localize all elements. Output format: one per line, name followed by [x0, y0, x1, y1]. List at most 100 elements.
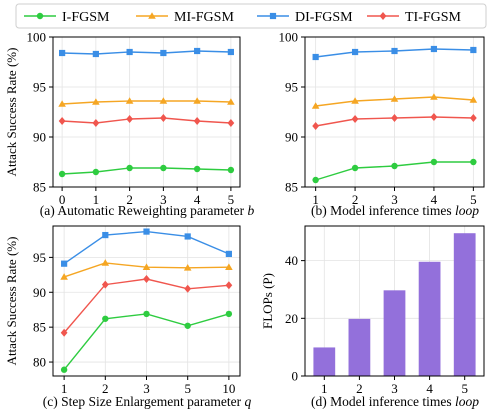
y-axis-label: Attack Success Rate (%) [4, 237, 19, 366]
data-point [193, 97, 201, 104]
y-tick-label: 40 [285, 253, 298, 268]
data-point [391, 47, 398, 55]
data-point [102, 231, 109, 239]
data-point [470, 158, 477, 166]
data-point [61, 260, 68, 267]
data-point [469, 96, 478, 103]
x-tick-label: 4 [194, 192, 201, 207]
legend-entry: DI-FGSM [257, 10, 353, 25]
data-point [391, 114, 398, 122]
legend-label: MI-FGSM [174, 10, 234, 25]
data-point [126, 164, 133, 172]
data-point [58, 100, 66, 107]
series-line [62, 117, 231, 124]
x-tick-label: 3 [160, 192, 167, 207]
caption-variable: loop [455, 203, 479, 218]
y-axis-label: FLOPs (P) [260, 273, 275, 329]
data-point [160, 49, 167, 57]
data-point [159, 114, 167, 122]
series-ti-fgsm [312, 113, 477, 130]
bar [348, 318, 371, 376]
legend-box [15, 3, 487, 29]
data-point [102, 315, 109, 322]
series-line [62, 50, 231, 55]
data-point [184, 284, 192, 293]
series-line [62, 167, 231, 175]
data-point [183, 264, 192, 271]
data-point [225, 263, 233, 270]
legend: I-FGSM MI-FGSM DI-FGSM TI-FGSM [15, 3, 487, 29]
x-tick-label: 1 [93, 192, 100, 207]
data-point [351, 97, 359, 104]
data-point [470, 46, 477, 54]
bar [418, 261, 441, 376]
y-tick-label: 95 [33, 250, 46, 265]
series-ti-fgsm [58, 114, 235, 127]
x-tick-label: 1 [61, 381, 68, 396]
data-point [312, 176, 319, 184]
data-point [227, 119, 235, 127]
legend-label: TI-FGSM [405, 10, 462, 25]
series-mi-fgsm [60, 259, 233, 280]
x-tick-label: 2 [352, 192, 359, 207]
data-point [159, 97, 168, 104]
y-tick-label: 0 [292, 369, 299, 384]
y-tick-label: 95 [33, 80, 46, 95]
data-point [92, 98, 100, 105]
legend-entry: MI-FGSM [136, 10, 234, 25]
data-point [126, 115, 134, 123]
data-point [60, 328, 68, 337]
legend-marker-triangle [148, 12, 156, 19]
series-mi-fgsm [311, 93, 478, 109]
data-point [351, 48, 359, 56]
series-ti-fgsm [60, 275, 233, 337]
x-tick-label: 1 [312, 192, 319, 207]
bar [313, 347, 336, 376]
chart-panel: 0 1 2 3 4 5 85 90 95 100 Attack Success Rate (%) (a… [4, 30, 254, 219]
data-point [227, 48, 234, 56]
axes-frame [52, 36, 241, 188]
series-line [62, 100, 231, 105]
x-tick-label: 2 [356, 381, 363, 396]
data-point [193, 117, 201, 125]
x-tick-label: 2 [102, 381, 109, 396]
y-axis-label: Attack Success Rate (%) [4, 48, 19, 177]
bar [453, 233, 476, 376]
y-tick-label: 90 [33, 130, 46, 145]
data-point [60, 366, 68, 373]
caption-text: (b) Model inference times [311, 203, 455, 218]
data-point [227, 166, 235, 174]
chart-panel: 1 2 3 4 5 85 90 95 100 (b) Model inference times … [279, 30, 485, 218]
data-point [351, 164, 359, 172]
series-di-fgsm [59, 47, 234, 58]
y-tick-label: 20 [285, 311, 298, 326]
data-point [351, 115, 359, 123]
series-di-fgsm [312, 45, 477, 61]
legend-label: DI-FGSM [295, 10, 353, 25]
y-tick-label: 100 [279, 30, 299, 45]
x-tick-label: 1 [321, 381, 328, 396]
data-point [143, 228, 150, 235]
panel-caption: (a) Automatic Reweighting parameter b [40, 203, 255, 218]
data-point [194, 47, 201, 55]
data-point [311, 102, 320, 109]
data-point [225, 250, 232, 258]
data-point [312, 122, 320, 130]
data-point [101, 259, 110, 266]
x-tick-label: 3 [391, 381, 398, 396]
x-tick-label: 5 [228, 192, 235, 207]
data-point [125, 97, 134, 104]
legend-marker-circle [36, 12, 44, 20]
chart-panel: 1 2 3 5 10 80 85 90 95 Attack Success Rate (%) (c)… [4, 225, 252, 409]
x-tick-label: 4 [426, 381, 433, 396]
data-point [184, 322, 191, 329]
panel-caption: (b) Model inference times loop [311, 203, 479, 218]
panel-caption: (d) Model inference times loop [311, 394, 479, 409]
legend-entry: I-FGSM [24, 10, 110, 25]
caption-text: (a) Automatic Reweighting parameter [40, 203, 248, 218]
caption-text: (c) Step Size Enlargement parameter [43, 394, 245, 409]
panel-caption: (c) Step Size Enlargement parameter q [43, 394, 252, 409]
y-tick-label: 100 [27, 30, 47, 45]
data-point [430, 158, 438, 166]
data-point [143, 275, 150, 284]
